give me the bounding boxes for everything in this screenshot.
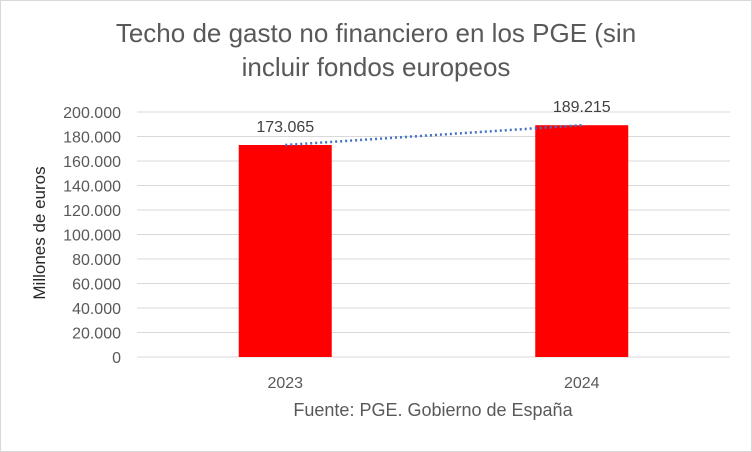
y-tick-label: 160.000 xyxy=(63,154,121,171)
y-tick-label: 60.000 xyxy=(72,277,121,294)
chart-title-line-2: incluir fondos europeos xyxy=(241,52,511,82)
x-tick-label: 2024 xyxy=(564,375,600,392)
chart-title-line-1: Techo de gasto no financiero en los PGE … xyxy=(115,18,637,48)
bar xyxy=(535,125,629,357)
y-tick-label: 200.000 xyxy=(63,105,121,122)
y-tick-label: 100.000 xyxy=(63,228,121,245)
x-tick-label: 2023 xyxy=(267,375,303,392)
y-tick-label: 40.000 xyxy=(72,301,121,318)
bar xyxy=(238,144,332,357)
y-tick-label: 20.000 xyxy=(72,326,121,343)
chart-title: Techo de gasto no financiero en los PGE … xyxy=(0,16,752,84)
y-tick-label: 0 xyxy=(112,350,121,367)
y-tick-label: 140.000 xyxy=(63,179,121,196)
y-tick-label: 80.000 xyxy=(72,252,121,269)
y-tick-label: 120.000 xyxy=(63,203,121,220)
y-tick-label: 180.000 xyxy=(63,130,121,147)
data-label: 189.215 xyxy=(553,99,611,116)
data-label: 173.065 xyxy=(256,119,314,136)
x-axis-title-source: Fuente: PGE. Gobierno de España xyxy=(293,400,573,420)
